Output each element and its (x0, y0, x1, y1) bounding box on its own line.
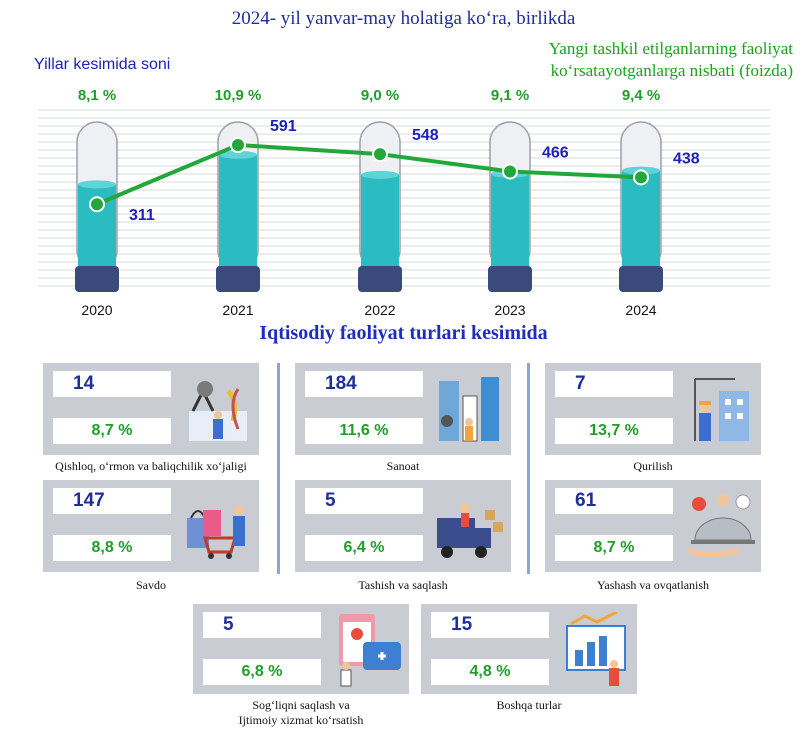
category-count: 5 (305, 488, 423, 514)
chart-points (89, 137, 649, 213)
percent-label-2021: 10,9 % (214, 87, 262, 104)
category-label: Boshqa turlar (496, 698, 562, 712)
shopping-illustration (187, 505, 245, 559)
right-subtitle-line-1: Yangi tashkil etilganlarning faoliyat (548, 39, 793, 58)
category-count: 147 (53, 488, 171, 514)
percent-label-2023: 9,1 % (490, 87, 530, 104)
category-card-agriculture: 14 8,7 % (43, 363, 259, 455)
chart-x-labels: 2020 2021 2022 2023 2024 (81, 302, 656, 318)
percent-bar (491, 173, 529, 270)
value-label: 311 (129, 207, 155, 224)
delivery-illustration (437, 503, 503, 558)
value-label: 548 (412, 127, 439, 144)
healthcare-illustration (339, 614, 401, 687)
percent-label-2024: 9,4 % (621, 87, 661, 104)
category-label: Qurilish (633, 459, 673, 473)
category-count: 14 (53, 371, 171, 397)
category-percent: 11,6 % (305, 418, 423, 444)
chart-value-labels: 311 591 548 466 438 (129, 118, 700, 224)
x-tick-label: 2020 (81, 302, 112, 318)
percent-bar (219, 154, 257, 270)
category-card-construction: 7 13,7 % (545, 363, 761, 455)
category-label-line-2: Ijtimoiy xizmat ko‘rsatish (238, 713, 364, 727)
section-title: Iqtisodiy faoliyat turlari kesimida (259, 322, 548, 344)
category-percent: 8,7 % (555, 535, 673, 561)
x-tick-label: 2024 (625, 302, 656, 318)
percent-label-2022: 9,0 % (360, 87, 400, 104)
analytics-illustration (566, 612, 626, 686)
chart-tubes (75, 121, 663, 292)
category-percent: 8,8 % (53, 535, 171, 561)
category-count: 184 (305, 371, 423, 397)
percent-label-2020: 8,1 % (77, 87, 117, 104)
farming-illustration (189, 381, 247, 441)
tube-base (619, 266, 663, 292)
count-point (230, 137, 246, 154)
x-tick-label: 2022 (364, 302, 395, 318)
tube-base (358, 266, 402, 292)
category-count: 5 (203, 612, 321, 638)
construction-illustration (694, 378, 749, 441)
category-count: 61 (555, 488, 673, 514)
category-label: Sog‘liqni saqlash va Ijtimoiy xizmat ko‘… (193, 698, 409, 728)
category-percent: 13,7 % (555, 418, 673, 444)
count-point (89, 196, 105, 213)
tube-base (488, 266, 532, 292)
industry-illustration (439, 377, 499, 442)
category-percent: 6,8 % (203, 659, 321, 685)
category-percent: 4,8 % (431, 659, 549, 685)
category-card-trade: 147 8,8 % (43, 480, 259, 572)
category-card-hospitality: 61 8,7 % (545, 480, 761, 572)
count-point (502, 163, 518, 180)
value-label: 438 (673, 150, 700, 167)
category-label-line-1: Sog‘liqni saqlash va (252, 698, 350, 712)
right-subtitle: Yangi tashkil etilganlarning faoliyat ko… (473, 38, 793, 82)
page-title: 2024- yil yanvar-may holatiga ko‘ra, bir… (231, 8, 576, 29)
category-card-industry: 184 11,6 % (295, 363, 511, 455)
category-percent: 8,7 % (53, 418, 171, 444)
category-card-transport: 5 6,4 % (295, 480, 511, 572)
liquid-surface (78, 180, 116, 189)
tube-base (75, 266, 119, 292)
percent-bar (361, 174, 399, 270)
category-label: Qishloq, o‘rmon va baliqchilik xo‘jaligi (55, 459, 247, 473)
column-separator (277, 363, 280, 574)
food-service-illustration (687, 494, 755, 558)
liquid-surface (219, 150, 257, 159)
category-card-other: 15 4,8 % (421, 604, 637, 694)
percent-bar (622, 170, 660, 270)
value-label: 591 (270, 118, 297, 135)
right-subtitle-line-2: ko‘rsatayotganlarga nisbati (foizda) (550, 61, 793, 80)
category-label: Tashish va saqlash (358, 578, 448, 592)
category-label: Sanoat (386, 459, 420, 473)
liquid-surface (361, 170, 399, 179)
left-subtitle: Yillar kesimida soni (34, 56, 171, 73)
value-label: 466 (542, 144, 569, 161)
column-separator (527, 363, 530, 574)
category-label: Yashash va ovqatlanish (596, 578, 710, 592)
tube-base (216, 266, 260, 292)
category-count: 7 (555, 371, 673, 397)
x-tick-label: 2023 (494, 302, 525, 318)
category-count: 15 (431, 612, 549, 638)
tube-chart: 311 591 548 466 438 2020 2021 2022 2023 2024 (38, 109, 770, 318)
category-card-healthcare: 5 6,8 % (193, 604, 409, 694)
category-percent: 6,4 % (305, 535, 423, 561)
category-label: Savdo (136, 578, 166, 592)
count-point (633, 169, 649, 186)
count-point (372, 146, 388, 163)
x-tick-label: 2021 (222, 302, 253, 318)
